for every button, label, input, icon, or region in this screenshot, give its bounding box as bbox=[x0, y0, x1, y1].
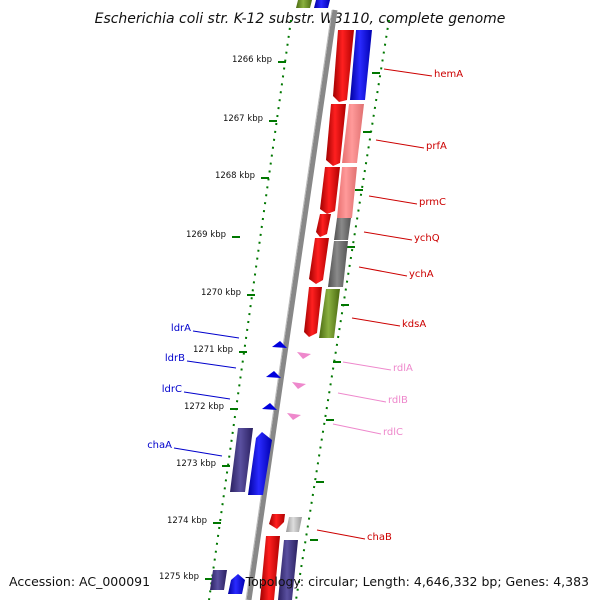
rdlA-block bbox=[297, 352, 311, 359]
gene-label-chaB: chaB bbox=[367, 532, 392, 543]
leader-line-ychQ bbox=[363, 231, 413, 241]
genome-backbone bbox=[246, 9, 338, 600]
chaA-partner-block bbox=[248, 432, 272, 495]
gene-labels: hemA prfA prmC ychQ ychA kdsA rdlA rdlB rdlC chaB… bbox=[147, 68, 463, 543]
leader-line-hemA bbox=[383, 68, 433, 77]
inner-dotted-ring bbox=[208, 19, 292, 600]
leader-line-ychA bbox=[358, 266, 408, 277]
gene-label-chaA: chaA bbox=[147, 440, 172, 451]
ychA-partner-block bbox=[328, 241, 348, 287]
gene-label-ldrA: ldrA bbox=[171, 323, 191, 334]
leader-line-kdsA bbox=[351, 317, 401, 327]
rdlC-block bbox=[287, 413, 301, 420]
gene-label-ychA: ychA bbox=[409, 269, 434, 280]
ruler-label: 1270 kbp bbox=[201, 288, 241, 298]
genome-backbone-shadow bbox=[245, 9, 333, 600]
ldrB-block bbox=[266, 371, 281, 378]
chaB-partner-block bbox=[286, 517, 302, 532]
ruler-label: 1269 kbp bbox=[186, 230, 226, 240]
leader-line-prfA bbox=[375, 139, 425, 149]
ruler-label: 1274 kbp bbox=[167, 516, 207, 526]
ruler-label: 1266 kbp bbox=[232, 55, 272, 65]
gene-label-prmC: prmC bbox=[419, 197, 446, 208]
prmC-gene-block bbox=[320, 167, 340, 214]
leader-line-rdlA bbox=[342, 361, 392, 371]
gene-label-ldrB: ldrB bbox=[165, 353, 185, 364]
gene-block-navy-lower bbox=[278, 540, 298, 600]
leader-line-chaB bbox=[316, 529, 366, 540]
leader-line-ldrA bbox=[192, 330, 240, 339]
gene-block-top-olive bbox=[296, 0, 312, 8]
leader-line-ldrB bbox=[186, 360, 237, 369]
hemA-partner-block bbox=[350, 30, 372, 100]
chaB-gene-block bbox=[269, 514, 285, 529]
ychQ-gene-block bbox=[316, 214, 331, 237]
accession-label: Accession: AC_000091 bbox=[9, 574, 150, 589]
gene-block-bottom-blue bbox=[228, 574, 245, 594]
prfA-gene-block bbox=[326, 104, 346, 166]
leader-line-ldrC bbox=[183, 391, 231, 400]
chaA-gene-block bbox=[230, 428, 253, 492]
gene-block-bottom-navy bbox=[210, 570, 227, 590]
gene-block-top-blue bbox=[314, 0, 330, 8]
ruler-label: 1267 kbp bbox=[223, 114, 263, 124]
ruler-label: 1275 kbp bbox=[159, 572, 199, 582]
gene-label-rdlC: rdlC bbox=[383, 427, 403, 438]
gene-label-prfA: prfA bbox=[426, 141, 447, 152]
leader-line-prmC bbox=[368, 195, 418, 205]
gene-label-rdlB: rdlB bbox=[388, 395, 408, 406]
ldrC-block bbox=[262, 403, 277, 410]
ldrA-block bbox=[272, 341, 287, 348]
ruler-label: 1271 kbp bbox=[193, 345, 233, 355]
gene-label-rdlA: rdlA bbox=[393, 363, 413, 374]
ruler-label: 1272 kbp bbox=[184, 402, 224, 412]
gene-block-red-lower bbox=[260, 536, 280, 600]
gene-label-ychQ: ychQ bbox=[414, 233, 440, 244]
kdsA-gene-block bbox=[304, 287, 322, 337]
gene-label-kdsA: kdsA bbox=[402, 319, 426, 330]
ruler-label: 1273 kbp bbox=[176, 459, 216, 469]
gene-label-ldrC: ldrC bbox=[162, 384, 182, 395]
outer-ring-ticks bbox=[310, 72, 380, 541]
leader-line-rdlC bbox=[332, 423, 382, 435]
leader-line-chaA bbox=[173, 447, 223, 457]
rdlB-block bbox=[292, 382, 306, 389]
kdsA-partner-block bbox=[319, 289, 340, 338]
map-title: Escherichia coli str. K-12 substr. W3110… bbox=[95, 11, 506, 27]
genome-summary: Topology: circular; Length: 4,646,332 bp… bbox=[245, 574, 589, 589]
position-ruler: 1266 kbp 1267 kbp 1268 kbp 1269 kbp 1270 kbp… bbox=[159, 55, 286, 582]
ychQ-partner-block bbox=[334, 218, 351, 240]
hemA-gene-block bbox=[333, 30, 354, 102]
ruler-label: 1268 kbp bbox=[215, 171, 255, 181]
prmC-partner-block bbox=[337, 167, 357, 218]
prfA-partner-block bbox=[342, 104, 364, 163]
gene-blocks bbox=[210, 0, 372, 600]
leader-line-rdlB bbox=[337, 392, 387, 403]
ychA-gene-block bbox=[309, 238, 329, 284]
gene-label-hemA: hemA bbox=[434, 69, 463, 80]
outer-dotted-ring bbox=[295, 19, 390, 600]
